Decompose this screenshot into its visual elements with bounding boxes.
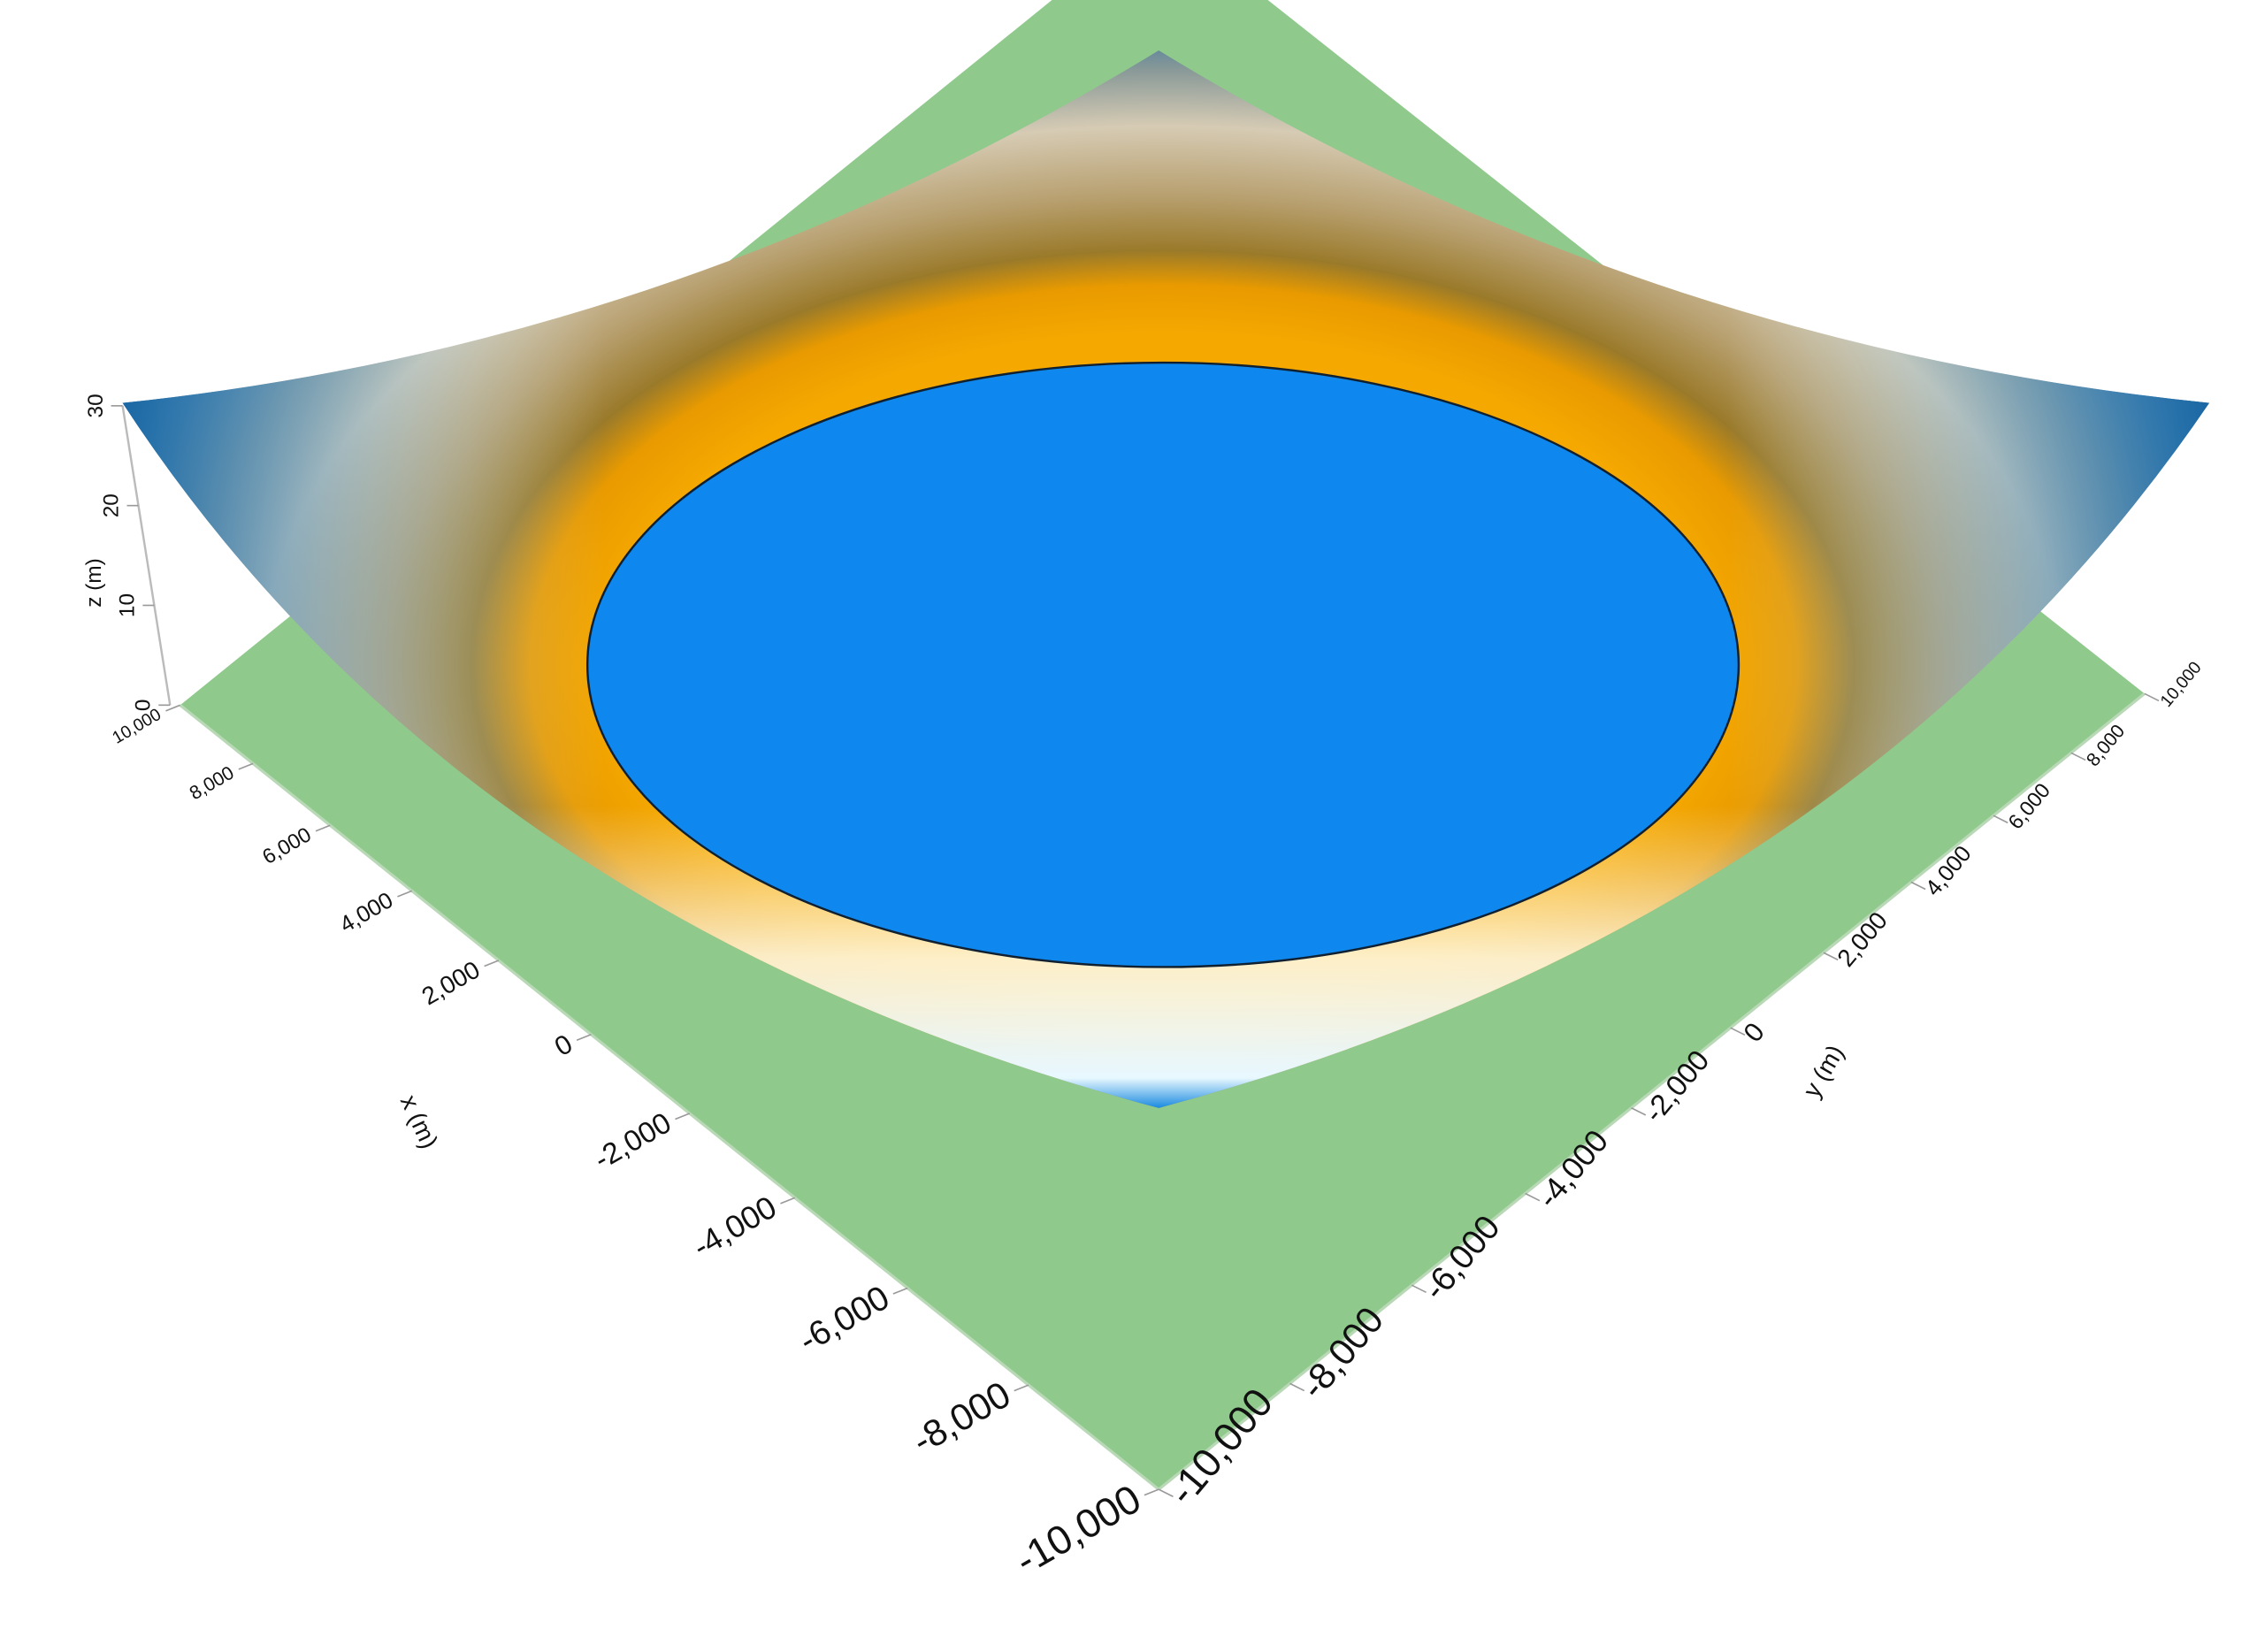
flat-region <box>585 361 1741 968</box>
x-tick <box>892 1287 908 1295</box>
y-tick <box>1631 1107 1647 1116</box>
y-tick <box>1823 952 1839 961</box>
y-tick <box>1411 1284 1427 1294</box>
x-axis-line <box>179 704 1160 1491</box>
y-tick <box>2070 752 2086 761</box>
x-tick <box>238 762 254 770</box>
y-axis-line <box>1158 692 2146 1491</box>
y-tick <box>1910 881 1926 891</box>
x-tick <box>1144 1488 1159 1496</box>
x-tick-label: -8,000 <box>905 1373 1017 1462</box>
z-axis-line <box>121 405 172 706</box>
y-tick-label: 10,000 <box>2156 658 2205 711</box>
x-tick-label: -10,000 <box>1007 1476 1148 1583</box>
x-tick-label: 4,000 <box>336 888 398 937</box>
x-tick-label: 2,000 <box>417 956 485 1011</box>
y-tick <box>1289 1382 1305 1392</box>
z-tick-label: 10 <box>116 593 140 617</box>
x-tick <box>1014 1384 1029 1392</box>
x-tick-label: -6,000 <box>792 1279 896 1360</box>
x-tick <box>576 1033 592 1042</box>
x-tick-label: 8,000 <box>186 762 238 805</box>
z-tick-label: 0 <box>131 700 155 712</box>
x-tick-label: -4,000 <box>687 1189 783 1266</box>
x-tick <box>397 890 413 898</box>
x-axis-title: x (m) <box>395 1090 444 1152</box>
x-tick <box>315 824 331 832</box>
x-tick <box>780 1197 796 1205</box>
x-tick <box>165 704 180 712</box>
x-tick-label: 0 <box>549 1029 578 1062</box>
y-tick-label: 0 <box>1738 1017 1771 1048</box>
x-tick-label: 6,000 <box>258 822 315 868</box>
y-tick <box>2144 692 2160 702</box>
z-tick-label: 30 <box>84 394 108 417</box>
y-tick <box>1525 1192 1541 1202</box>
y-axis-title: y (m) <box>1797 1040 1848 1102</box>
y-tick <box>1730 1027 1746 1036</box>
z-axis-title: z (m) <box>82 558 106 608</box>
x-tick <box>484 960 500 967</box>
z-tick-label: 20 <box>100 493 124 517</box>
y-tick <box>1158 1488 1174 1497</box>
y-tick <box>1993 815 2008 824</box>
x-tick <box>675 1113 691 1120</box>
x-tick-label: -2,000 <box>589 1106 677 1176</box>
